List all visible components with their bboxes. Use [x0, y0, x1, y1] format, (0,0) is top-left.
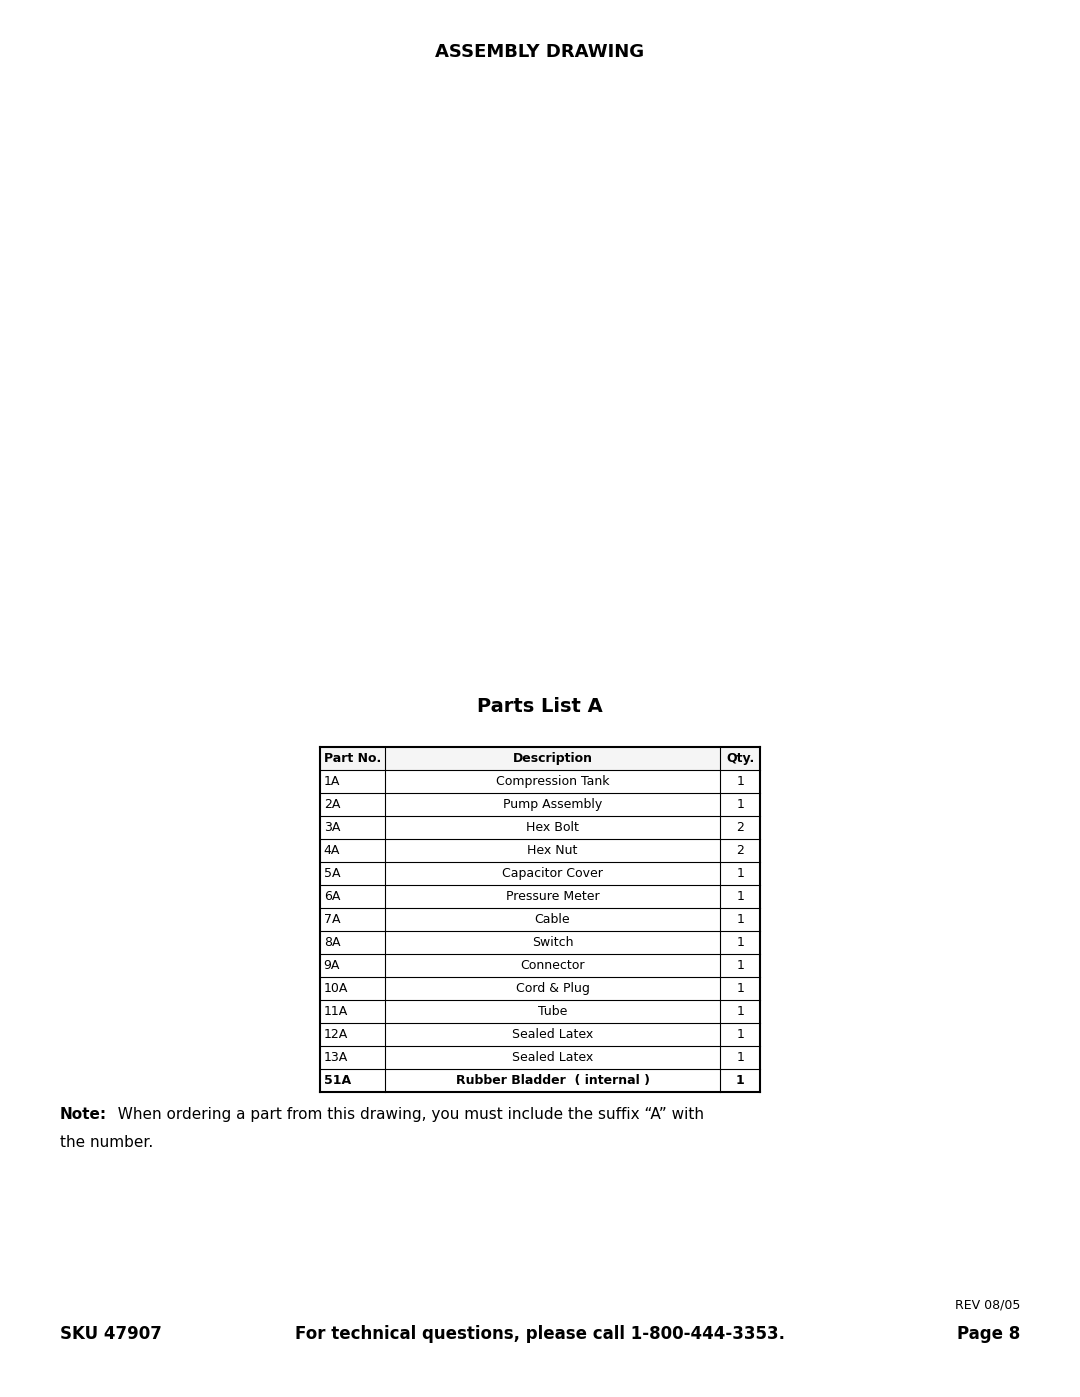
Text: 11A: 11A: [324, 1004, 348, 1018]
Text: Qty.: Qty.: [726, 752, 755, 766]
Text: Cable: Cable: [535, 914, 570, 926]
Text: 8A: 8A: [324, 936, 340, 949]
Text: When ordering a part from this drawing, you must include the suffix “A” with: When ordering a part from this drawing, …: [108, 1106, 704, 1122]
Text: Switch: Switch: [531, 936, 573, 949]
Text: Parts List A: Parts List A: [477, 697, 603, 717]
Text: 1: 1: [737, 1028, 744, 1041]
Text: Note:: Note:: [60, 1106, 107, 1122]
Text: 9A: 9A: [324, 958, 340, 972]
Bar: [320, 747, 760, 770]
Text: 1: 1: [737, 890, 744, 902]
Text: Pressure Meter: Pressure Meter: [505, 890, 599, 902]
Text: 6A: 6A: [324, 890, 340, 902]
Text: 1: 1: [737, 958, 744, 972]
Text: 5A: 5A: [324, 868, 340, 880]
Text: 1A: 1A: [324, 775, 340, 788]
Text: 1: 1: [735, 1074, 744, 1087]
Text: Sealed Latex: Sealed Latex: [512, 1051, 593, 1065]
Text: 10A: 10A: [324, 982, 348, 995]
Text: 1: 1: [737, 1004, 744, 1018]
Text: Rubber Bladder  ( internal ): Rubber Bladder ( internal ): [456, 1074, 649, 1087]
Text: 1: 1: [737, 914, 744, 926]
Text: Cord & Plug: Cord & Plug: [515, 982, 590, 995]
Text: 2: 2: [737, 821, 744, 834]
Text: 1: 1: [737, 1051, 744, 1065]
Text: Connector: Connector: [521, 958, 584, 972]
Text: Sealed Latex: Sealed Latex: [512, 1028, 593, 1041]
Text: 1: 1: [737, 982, 744, 995]
Text: ASSEMBLY DRAWING: ASSEMBLY DRAWING: [435, 43, 645, 61]
Text: REV 08/05: REV 08/05: [955, 1298, 1020, 1310]
Text: 4A: 4A: [324, 844, 340, 856]
Text: Compression Tank: Compression Tank: [496, 775, 609, 788]
Text: 3A: 3A: [324, 821, 340, 834]
Text: 1: 1: [737, 775, 744, 788]
Text: 51A: 51A: [324, 1074, 351, 1087]
Text: 1: 1: [737, 936, 744, 949]
Text: 13A: 13A: [324, 1051, 348, 1065]
Text: Description: Description: [513, 752, 593, 766]
Text: Pump Assembly: Pump Assembly: [503, 798, 603, 812]
Text: Tube: Tube: [538, 1004, 567, 1018]
Text: Hex Nut: Hex Nut: [527, 844, 578, 856]
Text: 1: 1: [737, 868, 744, 880]
Text: 2A: 2A: [324, 798, 340, 812]
Text: the number.: the number.: [60, 1134, 153, 1150]
Text: SKU 47907: SKU 47907: [60, 1324, 162, 1343]
Text: 7A: 7A: [324, 914, 340, 926]
Text: Part No.: Part No.: [324, 752, 381, 766]
Text: 12A: 12A: [324, 1028, 348, 1041]
Text: 1: 1: [737, 798, 744, 812]
Text: Capacitor Cover: Capacitor Cover: [502, 868, 603, 880]
Text: Page 8: Page 8: [957, 1324, 1020, 1343]
Text: Hex Bolt: Hex Bolt: [526, 821, 579, 834]
Text: 2: 2: [737, 844, 744, 856]
Text: For technical questions, please call 1-800-444-3353.: For technical questions, please call 1-8…: [295, 1324, 785, 1343]
